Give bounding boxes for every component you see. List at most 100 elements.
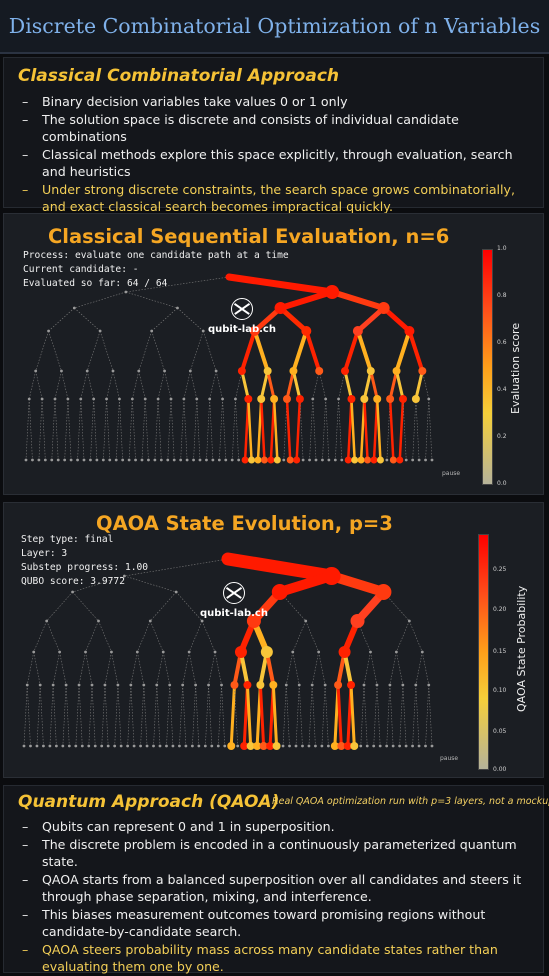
tree-node (152, 744, 155, 748)
tree-node (77, 683, 81, 687)
qubo-score-text: QUBO score: 3.9772 (21, 576, 125, 587)
highlight-node (389, 456, 397, 464)
tree-edge (399, 684, 404, 747)
tree-edge (412, 684, 417, 747)
tree-edge (106, 398, 111, 461)
tree-edge (235, 398, 239, 461)
tree-edge (190, 330, 204, 372)
tree-node (404, 458, 408, 462)
tree-node (38, 683, 42, 687)
tree-edge (425, 398, 430, 461)
highlight-edge (329, 289, 387, 311)
tree-edge (219, 398, 223, 461)
tree-node (31, 458, 34, 462)
tree-edge (62, 684, 67, 747)
tree-edge (143, 684, 148, 747)
tree-edge (202, 330, 217, 372)
tree-edge (311, 684, 316, 747)
tree-edge (156, 684, 161, 747)
highlight-node (350, 614, 365, 628)
tree-edge (59, 651, 67, 686)
qubit-lab-logo: qubit-lab.ch (202, 298, 282, 335)
tree-node (223, 744, 227, 748)
tree-edge (208, 684, 213, 747)
tree-edge (318, 651, 326, 686)
highlight-node (237, 367, 246, 375)
highlight-node (370, 456, 378, 464)
tree-node (126, 744, 130, 748)
qaoa-probability-colorbar (478, 534, 489, 770)
tree-edge (209, 370, 217, 400)
tree-edge (179, 684, 183, 747)
tree-node (307, 744, 311, 748)
highlight-edge (271, 683, 279, 748)
tree-edge (80, 398, 85, 461)
tree-edge (214, 651, 222, 686)
tree-edge (180, 398, 185, 461)
tree-edge (80, 370, 88, 400)
tree-edge (396, 651, 404, 686)
highlight-edge (343, 329, 360, 373)
tree-node (211, 458, 215, 462)
tree-node (42, 744, 45, 748)
pause-button[interactable]: pause (440, 755, 459, 762)
pause-button[interactable]: pause (442, 470, 461, 477)
bullet-item: Binary decision variables take values 0 … (22, 93, 532, 110)
bullet-item: QAOA starts from a balanced superpositio… (22, 871, 532, 905)
highlight-edge (277, 289, 336, 311)
tree-node (58, 650, 62, 654)
tree-node (147, 458, 150, 462)
tree-edge (177, 307, 204, 332)
tree-edge (86, 330, 101, 372)
tree-edge (98, 620, 112, 653)
tree-node (168, 683, 172, 687)
tree-edge (137, 651, 145, 686)
tree-edge (292, 620, 306, 653)
tree-edge (48, 307, 75, 332)
highlight-edge (245, 683, 253, 748)
highlight-edge (350, 397, 356, 462)
tree-node (54, 744, 58, 748)
tree-node (201, 329, 205, 333)
tree-edge (88, 684, 93, 747)
tree-edge (166, 684, 171, 747)
bullet-item: This biases measurement outcomes toward … (22, 906, 532, 940)
highlight-node (260, 456, 268, 464)
tree-edge (51, 398, 56, 461)
tree-edge (183, 370, 191, 400)
tree-edge (196, 398, 201, 461)
colorbar-tick: 1.0 (497, 245, 507, 252)
tree-edge (188, 651, 196, 686)
tree-edge (201, 620, 216, 653)
highlight-node (343, 742, 352, 750)
tree-node (98, 329, 102, 333)
tree-node (122, 574, 126, 578)
highlight-node (272, 742, 281, 750)
tree-edge (28, 398, 33, 461)
highlight-node (301, 326, 312, 336)
tree-node (140, 458, 144, 462)
highlight-node (270, 395, 279, 403)
tree-node (174, 590, 178, 594)
tree-edge (151, 307, 178, 332)
highlight-node (260, 646, 273, 658)
current-candidate-text: Current candidate: - (23, 264, 139, 275)
tree-edge (357, 620, 371, 653)
highlight-node (257, 395, 266, 403)
tree-edge (46, 591, 73, 622)
highlight-node (256, 681, 265, 689)
highlight-node (266, 742, 275, 750)
tree-edge (299, 398, 304, 461)
tree-edge (153, 684, 158, 747)
tree-edge (157, 370, 165, 400)
tree-node (76, 458, 79, 462)
highlight-node (338, 646, 351, 658)
highlight-node (373, 395, 382, 403)
tree-edge (115, 398, 120, 461)
highlight-node (246, 614, 261, 628)
tree-edge (54, 398, 59, 461)
tree-node (116, 683, 120, 687)
tree-edge (221, 684, 226, 747)
tree-node (60, 369, 63, 373)
highlight-edge (266, 369, 276, 401)
